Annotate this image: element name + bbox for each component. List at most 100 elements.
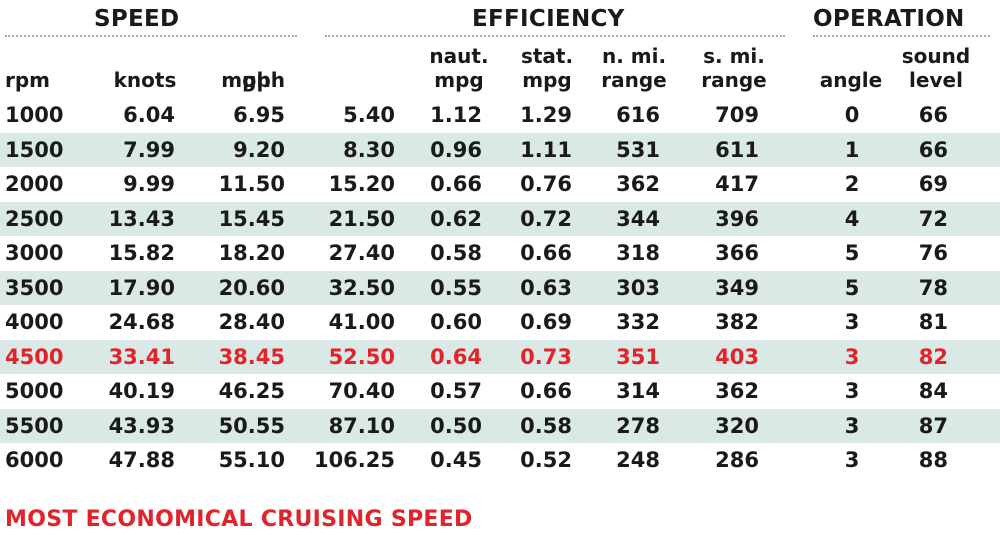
cell-stat-mpg: 0.76 xyxy=(520,172,572,196)
column-header-line: range xyxy=(601,68,667,92)
cell-sound-level: 76 xyxy=(918,241,948,265)
column-header-line: stat. xyxy=(520,44,574,68)
cell-mph: 28.40 xyxy=(218,310,285,334)
cell-sound-level: 66 xyxy=(918,137,948,162)
cell-knots: 24.68 xyxy=(108,310,175,334)
cell-angle: 3 xyxy=(844,344,860,369)
cell-naut-mpg: 0.62 xyxy=(430,206,482,231)
cell-stat-mpg: 0.58 xyxy=(520,413,572,438)
cell-gph: 106.25 xyxy=(313,448,395,472)
cell-gph: 41.00 xyxy=(328,310,395,334)
table-row: 1000 6.04 6.95 5.40 1.12 1.29 616 709 0 66 xyxy=(0,98,1000,133)
group-title-operation: OPERATION xyxy=(813,6,965,32)
column-header-knots: knots xyxy=(95,40,195,92)
cell-rpm: 2500 xyxy=(5,206,64,231)
cell-n-mi-range: 248 xyxy=(616,448,660,472)
cell-n-mi-range: 616 xyxy=(616,103,660,127)
cell-mph: 11.50 xyxy=(218,172,285,196)
column-header-rpm: rpm xyxy=(5,40,105,92)
cell-rpm: 2000 xyxy=(5,172,64,196)
cell-n-mi-range: 318 xyxy=(616,241,660,265)
table-row-highlighted: 4500 33.41 38.45 52.50 0.64 0.73 351 403 3 82 xyxy=(0,339,1000,374)
cell-angle: 4 xyxy=(844,206,860,231)
column-header-line: n. mi. xyxy=(601,44,667,68)
cell-gph: 32.50 xyxy=(328,275,395,300)
cell-rpm: 3000 xyxy=(5,241,64,265)
cell-angle: 3 xyxy=(844,310,860,334)
cell-naut-mpg: 1.12 xyxy=(430,103,482,127)
column-header-gph: gph xyxy=(185,40,285,92)
group-rule-speed xyxy=(5,35,297,37)
cell-rpm: 6000 xyxy=(5,448,64,472)
cell-s-mi-range: 382 xyxy=(715,310,759,334)
cell-stat-mpg: 0.69 xyxy=(520,310,572,334)
cell-naut-mpg: 0.55 xyxy=(430,275,482,300)
group-title-speed: SPEED xyxy=(94,6,180,32)
cell-angle: 2 xyxy=(844,172,860,196)
cell-gph: 27.40 xyxy=(328,241,395,265)
cell-rpm: 4500 xyxy=(5,344,64,369)
cell-sound-level: 82 xyxy=(918,344,948,369)
cell-knots: 17.90 xyxy=(108,275,175,300)
table-row: 6000 47.88 55.10 106.25 0.45 0.52 248 286 3 88 xyxy=(0,443,1000,478)
column-header-n-mi-range: n. mi. range xyxy=(584,40,684,92)
cell-gph: 21.50 xyxy=(328,206,395,231)
cell-knots: 7.99 xyxy=(123,137,175,162)
column-header-line: mpg xyxy=(434,68,484,92)
cell-n-mi-range: 303 xyxy=(616,275,660,300)
cell-stat-mpg: 0.66 xyxy=(520,241,572,265)
cell-sound-level: 78 xyxy=(918,275,948,300)
column-header-line: naut. xyxy=(429,44,489,68)
cell-n-mi-range: 332 xyxy=(616,310,660,334)
table-row: 1500 7.99 9.20 8.30 0.96 1.11 531 611 1 66 xyxy=(0,132,1000,167)
table-row: 3000 15.82 18.20 27.40 0.58 0.66 318 366 5 76 xyxy=(0,236,1000,271)
cell-stat-mpg: 0.52 xyxy=(520,448,572,472)
footnote-legend: MOST ECONOMICAL CRUISING SPEED xyxy=(5,507,473,532)
cell-sound-level: 81 xyxy=(918,310,948,334)
cell-stat-mpg: 0.73 xyxy=(520,344,572,369)
cell-naut-mpg: 0.66 xyxy=(430,172,482,196)
column-header-line: s. mi. xyxy=(703,44,765,68)
cell-rpm: 4000 xyxy=(5,310,64,334)
cell-knots: 6.04 xyxy=(123,103,175,127)
cell-n-mi-range: 314 xyxy=(616,379,660,403)
column-header-naut-mpg: naut. mpg xyxy=(409,40,509,92)
cell-s-mi-range: 366 xyxy=(715,241,759,265)
cell-rpm: 3500 xyxy=(5,275,64,300)
cell-s-mi-range: 709 xyxy=(715,103,759,127)
cell-s-mi-range: 396 xyxy=(715,206,759,231)
cell-rpm: 5000 xyxy=(5,379,64,403)
cell-naut-mpg: 0.58 xyxy=(430,241,482,265)
table-row: 5000 40.19 46.25 70.40 0.57 0.66 314 362 3 84 xyxy=(0,374,1000,409)
cell-s-mi-range: 286 xyxy=(715,448,759,472)
column-header-s-mi-range: s. mi. range xyxy=(684,40,784,92)
cell-s-mi-range: 349 xyxy=(715,275,759,300)
cell-s-mi-range: 362 xyxy=(715,379,759,403)
cell-angle: 5 xyxy=(844,241,860,265)
column-header-stat-mpg: stat. mpg xyxy=(497,40,597,92)
cell-sound-level: 72 xyxy=(918,206,948,231)
cell-stat-mpg: 0.66 xyxy=(520,379,572,403)
cell-s-mi-range: 320 xyxy=(715,413,759,438)
cell-sound-level: 88 xyxy=(918,448,948,472)
column-header-mph: mph xyxy=(196,40,296,92)
cell-sound-level: 69 xyxy=(918,172,948,196)
cell-gph: 15.20 xyxy=(328,172,395,196)
cell-mph: 18.20 xyxy=(218,241,285,265)
cell-mph: 9.20 xyxy=(233,137,285,162)
group-rule-efficiency xyxy=(325,35,785,37)
cell-naut-mpg: 0.96 xyxy=(430,137,482,162)
column-header-line: range xyxy=(701,68,767,92)
column-header-line: mph xyxy=(221,68,271,92)
column-header-angle: angle xyxy=(801,40,901,92)
cell-naut-mpg: 0.50 xyxy=(430,413,482,438)
cell-sound-level: 84 xyxy=(918,379,948,403)
cell-mph: 50.55 xyxy=(218,413,285,438)
cell-angle: 3 xyxy=(844,413,860,438)
cell-gph: 8.30 xyxy=(343,137,395,162)
cell-rpm: 1500 xyxy=(5,137,64,162)
cell-knots: 15.82 xyxy=(108,241,175,265)
cell-angle: 3 xyxy=(844,448,860,472)
cell-angle: 0 xyxy=(844,103,860,127)
column-header-line: knots xyxy=(113,68,177,92)
